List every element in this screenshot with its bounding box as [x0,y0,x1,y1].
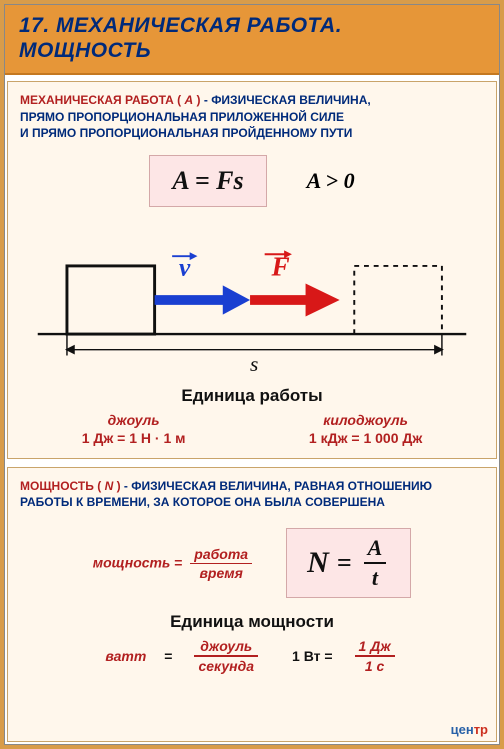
power-panel: МОЩНОСТЬ ( N ) - ФИЗИЧЕСКАЯ ВЕЛИЧИНА, РА… [7,467,497,742]
page-title: 17. МЕХАНИЧЕСКАЯ РАБОТА. МОЩНОСТЬ [19,13,485,63]
work-units: джоуль 1 Дж = 1 Н · 1 м килоджоуль 1 кДж… [20,412,484,446]
work-condition: A > 0 [307,168,355,194]
power-units-title: Единица мощности [20,612,484,632]
page-header: 17. МЕХАНИЧЕСКАЯ РАБОТА. МОЩНОСТЬ [5,5,499,75]
work-units-title: Единица работы [20,386,484,406]
power-units: ватт = джоуль секунда 1 Вт = 1 Дж 1 с [20,638,484,674]
work-panel: МЕХАНИЧЕСКАЯ РАБОТА ( A ) - ФИЗИЧЕСКАЯ В… [7,81,497,459]
svg-text:s: s [250,352,258,375]
power-definition: МОЩНОСТЬ ( N ) - ФИЗИЧЕСКАЯ ВЕЛИЧИНА, РА… [20,478,484,510]
svg-text:v: v [179,254,191,282]
work-definition: МЕХАНИЧЕСКАЯ РАБОТА ( A ) - ФИЗИЧЕСКАЯ В… [20,92,484,141]
work-formula: A = Fs [149,155,266,207]
power-word-equation: мощность = работа время [93,546,256,582]
power-formula: N = A t [286,528,411,598]
work-diagram: v F s [28,225,476,380]
publisher-logo: центр [451,722,488,737]
